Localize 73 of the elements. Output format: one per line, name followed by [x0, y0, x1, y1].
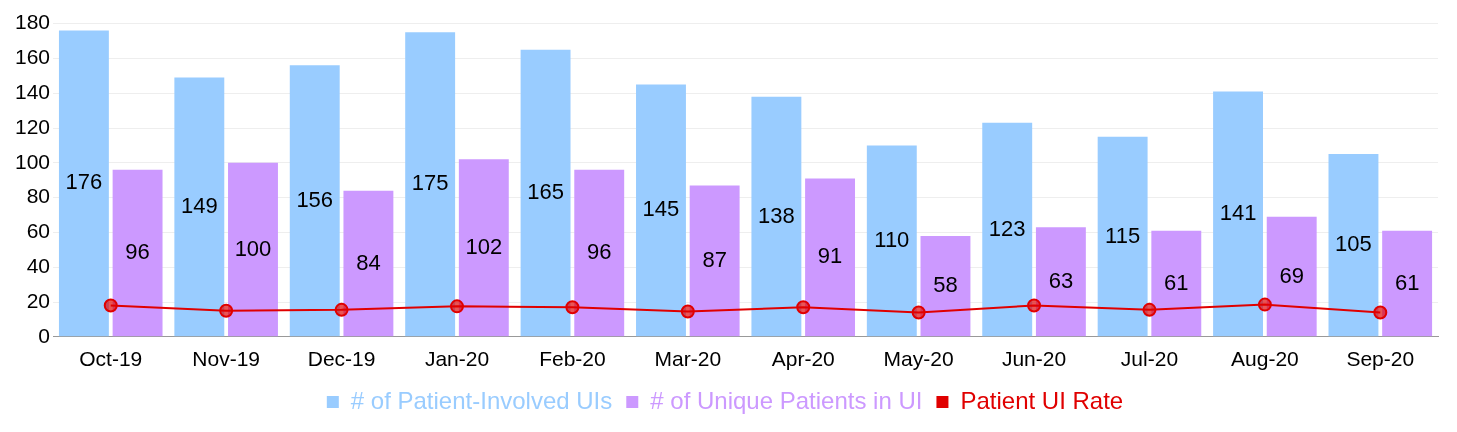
bar [1266, 216, 1317, 337]
y-tick-label: 40 [26, 254, 51, 277]
x-tick-label: Nov-19 [192, 347, 261, 371]
bar [805, 178, 856, 337]
y-tick-label: 20 [26, 288, 51, 312]
legend-label: # of Unique Patients in UI [650, 386, 923, 414]
bar [405, 32, 456, 337]
data-label: 115 [1105, 222, 1141, 248]
data-label: 145 [642, 196, 680, 222]
bar [289, 65, 340, 337]
bar [636, 84, 686, 337]
bar [343, 190, 394, 337]
x-tick-label: Aug-20 [1231, 347, 1299, 371]
data-label: 100 [234, 235, 272, 261]
y-tick-label: 0 [38, 323, 51, 347]
y-tick-label: 160 [14, 45, 51, 69]
bar [520, 49, 571, 337]
y-tick-label: 60 [26, 219, 51, 243]
data-label: 102 [465, 233, 503, 259]
x-tick-label: Jun-20 [1001, 347, 1067, 371]
data-label: 69 [1279, 262, 1304, 288]
data-label: 61 [1394, 269, 1420, 295]
bar [1035, 227, 1086, 337]
data-label: 63 [1048, 267, 1074, 293]
data-label: 141 [1219, 199, 1257, 225]
x-tick-label: Jul-20 [1120, 347, 1179, 371]
data-label: 123 [988, 215, 1026, 241]
data-label: 165 [527, 179, 564, 205]
bar [174, 77, 225, 337]
bar [689, 185, 740, 337]
y-tick-label: 140 [14, 80, 51, 103]
y-tick-label: 120 [14, 114, 51, 138]
bar [920, 235, 971, 337]
bar [1213, 91, 1263, 337]
data-label: 84 [356, 249, 381, 275]
x-tick-label: Dec-19 [307, 347, 376, 371]
data-label: 138 [758, 202, 795, 228]
data-label: 96 [125, 239, 150, 265]
bar [228, 162, 278, 337]
y-tick-label: 80 [26, 184, 51, 208]
data-label: 96 [586, 239, 612, 265]
bar [1328, 154, 1379, 337]
data-label: 105 [1335, 231, 1372, 257]
bar [458, 159, 509, 337]
data-label: 110 [874, 226, 910, 252]
data-label: 61 [1164, 269, 1189, 295]
bar [866, 145, 917, 337]
bar [58, 30, 109, 337]
x-tick-label: Jan-20 [424, 347, 490, 371]
bar [112, 169, 163, 337]
legend-label: Patient UI Rate [960, 386, 1124, 414]
data-label: 91 [817, 243, 843, 269]
bar [1097, 136, 1148, 337]
data-label: 156 [296, 186, 334, 212]
x-tick-label: Feb-20 [539, 347, 606, 371]
data-label: 87 [702, 246, 727, 272]
bar [574, 169, 625, 337]
data-label: 175 [411, 170, 449, 196]
x-tick-label: Apr-20 [771, 347, 835, 371]
bar [1151, 230, 1202, 337]
bar [751, 96, 802, 337]
x-tick-label: Oct-19 [79, 347, 143, 371]
bar [982, 122, 1033, 337]
x-tick-label: Sep-20 [1346, 347, 1415, 371]
x-tick-label: Mar-20 [654, 347, 722, 371]
data-label: 176 [65, 169, 103, 195]
data-label: 58 [933, 272, 958, 298]
x-tick-label: May-20 [883, 347, 954, 371]
y-tick-label: 100 [14, 149, 51, 173]
data-label: 149 [180, 192, 218, 218]
y-tick-label: 180 [14, 10, 51, 34]
legend-label: # of Patient-Involved UIs [350, 386, 613, 414]
bar [1382, 230, 1433, 337]
